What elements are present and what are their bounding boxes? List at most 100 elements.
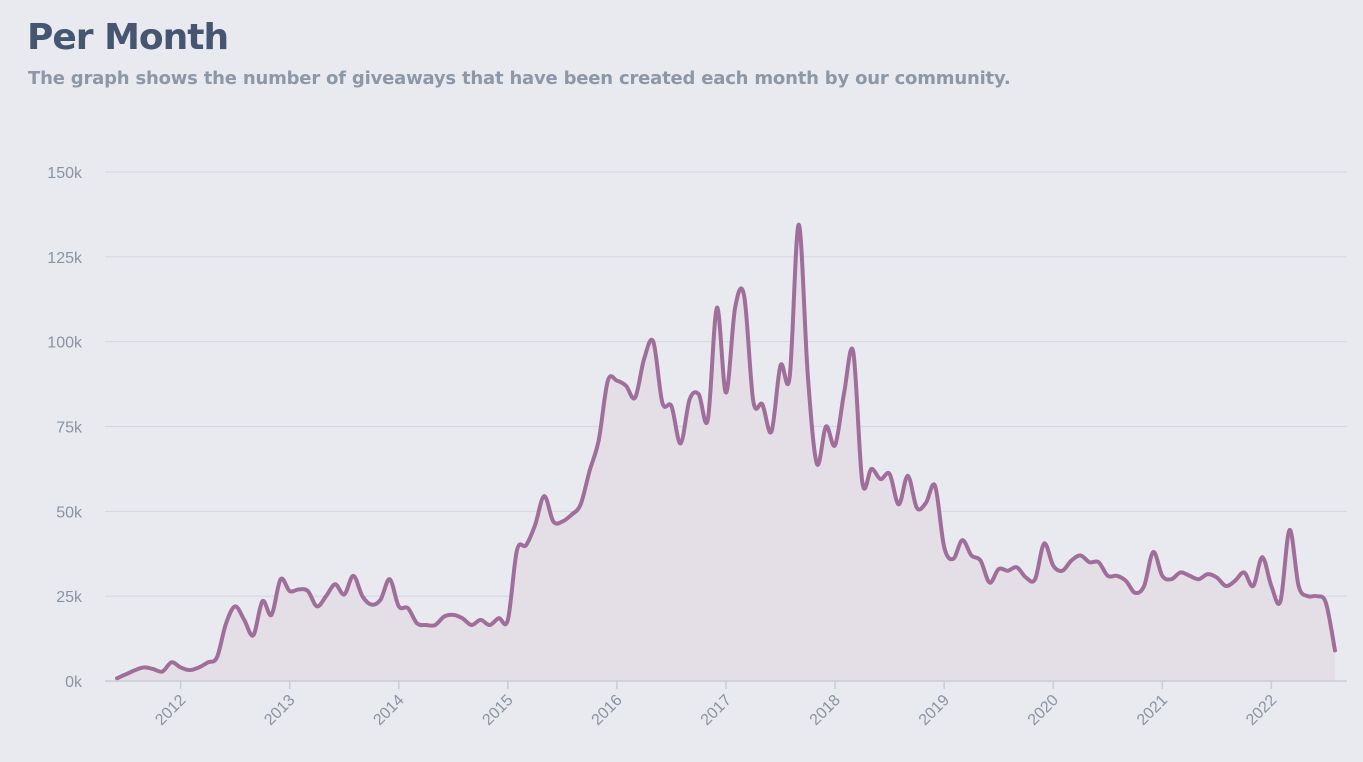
data-point[interactable] (331, 580, 339, 588)
data-point[interactable] (1331, 646, 1339, 654)
data-point[interactable] (1104, 572, 1112, 580)
data-point[interactable] (686, 395, 694, 403)
data-point[interactable] (258, 597, 266, 605)
data-point[interactable] (840, 389, 848, 397)
data-point[interactable] (368, 601, 376, 609)
data-point[interactable] (795, 221, 803, 229)
data-point[interactable] (313, 602, 321, 610)
data-point[interactable] (540, 492, 548, 500)
data-point[interactable] (604, 377, 612, 385)
data-point[interactable] (1258, 553, 1266, 561)
data-point[interactable] (595, 436, 603, 444)
data-point[interactable] (649, 338, 657, 346)
data-point[interactable] (849, 348, 857, 356)
data-point[interactable] (958, 536, 966, 544)
data-point[interactable] (222, 619, 230, 627)
data-point[interactable] (1149, 548, 1157, 556)
data-point[interactable] (967, 551, 975, 559)
data-point[interactable] (504, 616, 512, 624)
data-point[interactable] (431, 621, 439, 629)
data-point[interactable] (804, 372, 812, 380)
data-point[interactable] (867, 465, 875, 473)
data-point[interactable] (458, 614, 466, 622)
data-point[interactable] (1222, 582, 1230, 590)
data-point[interactable] (486, 621, 494, 629)
data-point[interactable] (886, 470, 894, 478)
data-point[interactable] (1140, 582, 1148, 590)
data-point[interactable] (749, 397, 757, 405)
data-point[interactable] (113, 674, 121, 682)
data-point[interactable] (240, 616, 248, 624)
data-point[interactable] (622, 382, 630, 390)
data-point[interactable] (1231, 577, 1239, 585)
data-point[interactable] (1204, 570, 1212, 578)
data-point[interactable] (1095, 558, 1103, 566)
data-point[interactable] (149, 665, 157, 673)
data-point[interactable] (677, 439, 685, 447)
data-point[interactable] (249, 631, 257, 639)
data-point[interactable] (949, 555, 957, 563)
data-point[interactable] (1267, 582, 1275, 590)
data-point[interactable] (913, 504, 921, 512)
data-point[interactable] (1086, 558, 1094, 566)
data-point[interactable] (1240, 568, 1248, 576)
data-point[interactable] (831, 441, 839, 449)
data-point[interactable] (322, 592, 330, 600)
data-point[interactable] (631, 394, 639, 402)
data-point[interactable] (1076, 551, 1084, 559)
data-point[interactable] (1067, 557, 1075, 565)
data-point[interactable] (577, 501, 585, 509)
data-point[interactable] (1195, 575, 1203, 583)
data-point[interactable] (586, 467, 594, 475)
data-point[interactable] (204, 658, 212, 666)
data-point[interactable] (349, 572, 357, 580)
data-point[interactable] (722, 389, 730, 397)
data-point[interactable] (1113, 572, 1121, 580)
data-point[interactable] (986, 579, 994, 587)
data-point[interactable] (922, 499, 930, 507)
data-point[interactable] (186, 666, 194, 674)
data-point[interactable] (467, 621, 475, 629)
data-point[interactable] (377, 596, 385, 604)
data-point[interactable] (613, 377, 621, 385)
data-point[interactable] (495, 614, 503, 622)
data-point[interactable] (1176, 568, 1184, 576)
data-point[interactable] (767, 428, 775, 436)
data-point[interactable] (731, 304, 739, 312)
data-point[interactable] (1322, 599, 1330, 607)
data-point[interactable] (358, 592, 366, 600)
data-point[interactable] (695, 390, 703, 398)
data-point[interactable] (1276, 597, 1284, 605)
data-point[interactable] (858, 478, 866, 486)
data-point[interactable] (277, 575, 285, 583)
data-point[interactable] (549, 518, 557, 526)
data-point[interactable] (1249, 582, 1257, 590)
data-point[interactable] (304, 587, 312, 595)
data-point[interactable] (1022, 574, 1030, 582)
data-point[interactable] (440, 613, 448, 621)
data-point[interactable] (658, 399, 666, 407)
data-point[interactable] (449, 611, 457, 619)
data-point[interactable] (822, 423, 830, 431)
data-point[interactable] (158, 668, 166, 676)
data-point[interactable] (1186, 572, 1194, 580)
data-point[interactable] (1167, 575, 1175, 583)
data-point[interactable] (813, 460, 821, 468)
data-point[interactable] (640, 355, 648, 363)
data-point[interactable] (122, 670, 130, 678)
data-point[interactable] (1304, 592, 1312, 600)
data-point[interactable] (1049, 562, 1057, 570)
data-point[interactable] (1031, 575, 1039, 583)
data-point[interactable] (213, 653, 221, 661)
data-point[interactable] (940, 543, 948, 551)
data-point[interactable] (1131, 589, 1139, 597)
data-point[interactable] (1158, 572, 1166, 580)
data-point[interactable] (977, 557, 985, 565)
data-point[interactable] (786, 373, 794, 381)
data-point[interactable] (995, 565, 1003, 573)
data-point[interactable] (513, 546, 521, 554)
data-point[interactable] (386, 575, 394, 583)
data-point[interactable] (1286, 526, 1294, 534)
data-point[interactable] (477, 616, 485, 624)
data-point[interactable] (1013, 563, 1021, 571)
